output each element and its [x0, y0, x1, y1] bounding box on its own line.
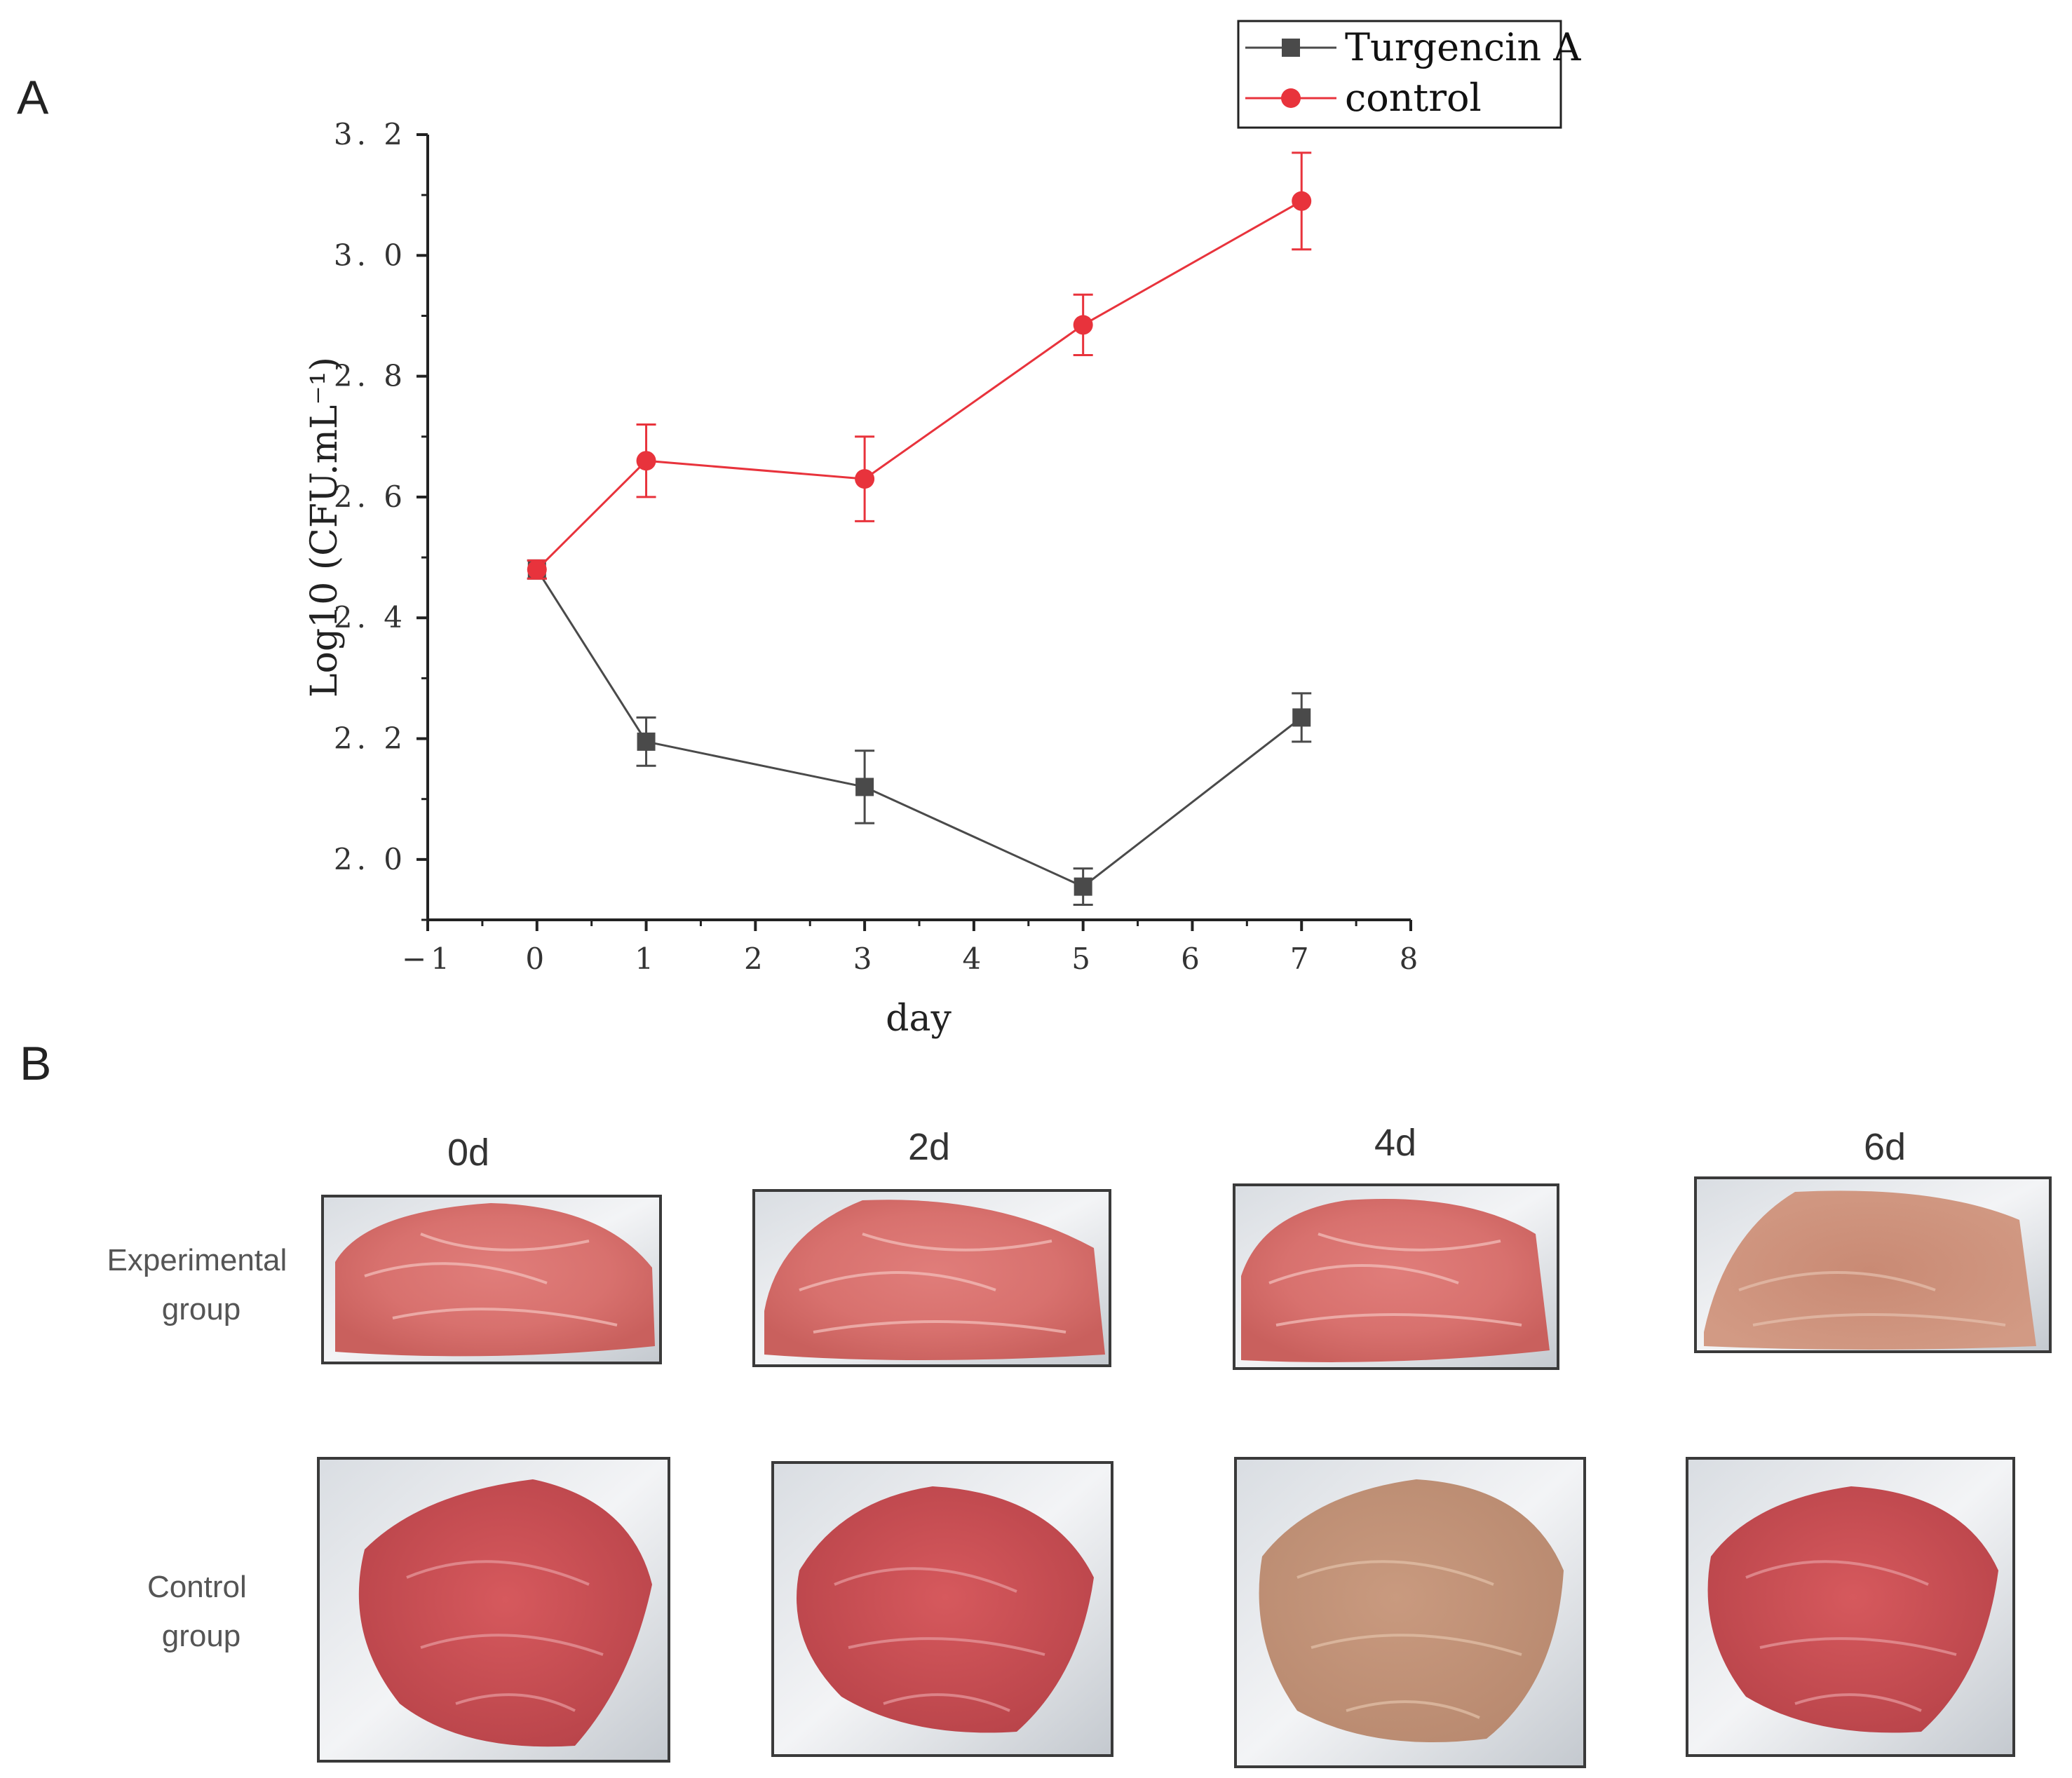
panel-letter-a: A — [17, 71, 49, 124]
chart-axes — [426, 135, 1411, 921]
y-ticks: 2. 0 2. 2 2. 4 2. 6 2. 8 3. 0 3. 2 — [334, 117, 428, 921]
x-tick-label: 8 — [1400, 942, 1423, 976]
photo-control-0d — [317, 1457, 670, 1763]
photo-experimental-6d — [1694, 1176, 2052, 1353]
data-point — [855, 778, 874, 796]
data-point — [527, 559, 547, 580]
x-tick-label: 2 — [744, 942, 767, 976]
series-line — [536, 200, 1302, 571]
y-axis-title: Log10 (CFU.mL⁻¹) — [304, 357, 346, 698]
legend-label-control: control — [1345, 76, 1482, 120]
data-point — [1292, 708, 1311, 727]
x-tick-label: 3 — [853, 942, 876, 976]
photo-control-6d — [1686, 1457, 2015, 1757]
y-tick-label: 2. 8 — [334, 359, 407, 393]
data-point — [636, 451, 656, 471]
x-ticks: −1 0 1 2 3 4 5 6 7 8 — [402, 920, 1423, 976]
y-tick-label: 2. 4 — [334, 600, 407, 634]
legend-marker-control — [1281, 88, 1301, 108]
row-label-control: Control group — [147, 1570, 255, 1653]
chart-legend: Turgencin A control — [1237, 20, 1581, 129]
data-point — [637, 732, 656, 751]
y-tick-label: 3. 0 — [334, 238, 407, 272]
day-label-0d: 0d — [447, 1132, 489, 1174]
data-point — [855, 469, 875, 489]
x-tick-label: 5 — [1071, 942, 1095, 976]
photo-grid: 0d 2d 4d 6d Experimental group Control g… — [107, 1122, 2052, 1768]
day-label-2d: 2d — [908, 1126, 950, 1168]
row-label-control-line2: group — [162, 1619, 241, 1653]
legend-marker-turgencin — [1282, 39, 1300, 57]
x-tick-label: 6 — [1181, 942, 1204, 976]
panel-letter-b: B — [20, 1037, 51, 1090]
x-axis-title: day — [886, 998, 952, 1040]
y-tick-label: 3. 2 — [334, 117, 407, 151]
row-label-control-line1: Control — [147, 1570, 247, 1604]
series-line — [536, 569, 1303, 888]
x-tick-label: 4 — [963, 942, 986, 976]
row-label-experimental-line1: Experimental — [107, 1243, 287, 1277]
series-turgencin-a — [527, 559, 1312, 906]
photo-control-2d — [771, 1461, 1113, 1757]
photo-experimental-2d — [752, 1189, 1111, 1367]
photo-experimental-0d — [321, 1195, 662, 1364]
x-tick-label: 0 — [525, 942, 548, 976]
day-label-4d: 4d — [1374, 1122, 1416, 1164]
legend-label-turgencin: Turgencin A — [1345, 25, 1581, 69]
y-tick-label: 2. 0 — [334, 842, 407, 876]
x-tick-label: 7 — [1290, 942, 1313, 976]
day-label-6d: 6d — [1864, 1126, 1906, 1168]
photo-control-4d — [1234, 1457, 1586, 1768]
data-point — [1074, 877, 1092, 896]
line-chart: 2. 0 2. 2 2. 4 2. 6 2. 8 3. 0 3. 2 −1 0 1 2 3 4 5 6 7 8… — [304, 20, 1581, 1040]
x-tick-label: 1 — [635, 942, 658, 976]
y-tick-label: 2. 6 — [334, 480, 407, 514]
row-label-experimental-line2: group — [162, 1292, 241, 1326]
x-tick-label: −1 — [402, 942, 454, 976]
data-point — [1292, 191, 1312, 211]
y-tick-label: 2. 2 — [334, 721, 407, 756]
series-control — [527, 151, 1312, 580]
data-point — [1073, 315, 1093, 335]
row-label-experimental: Experimental group — [107, 1243, 295, 1326]
photo-experimental-4d — [1233, 1183, 1559, 1370]
series-layer — [527, 151, 1312, 906]
